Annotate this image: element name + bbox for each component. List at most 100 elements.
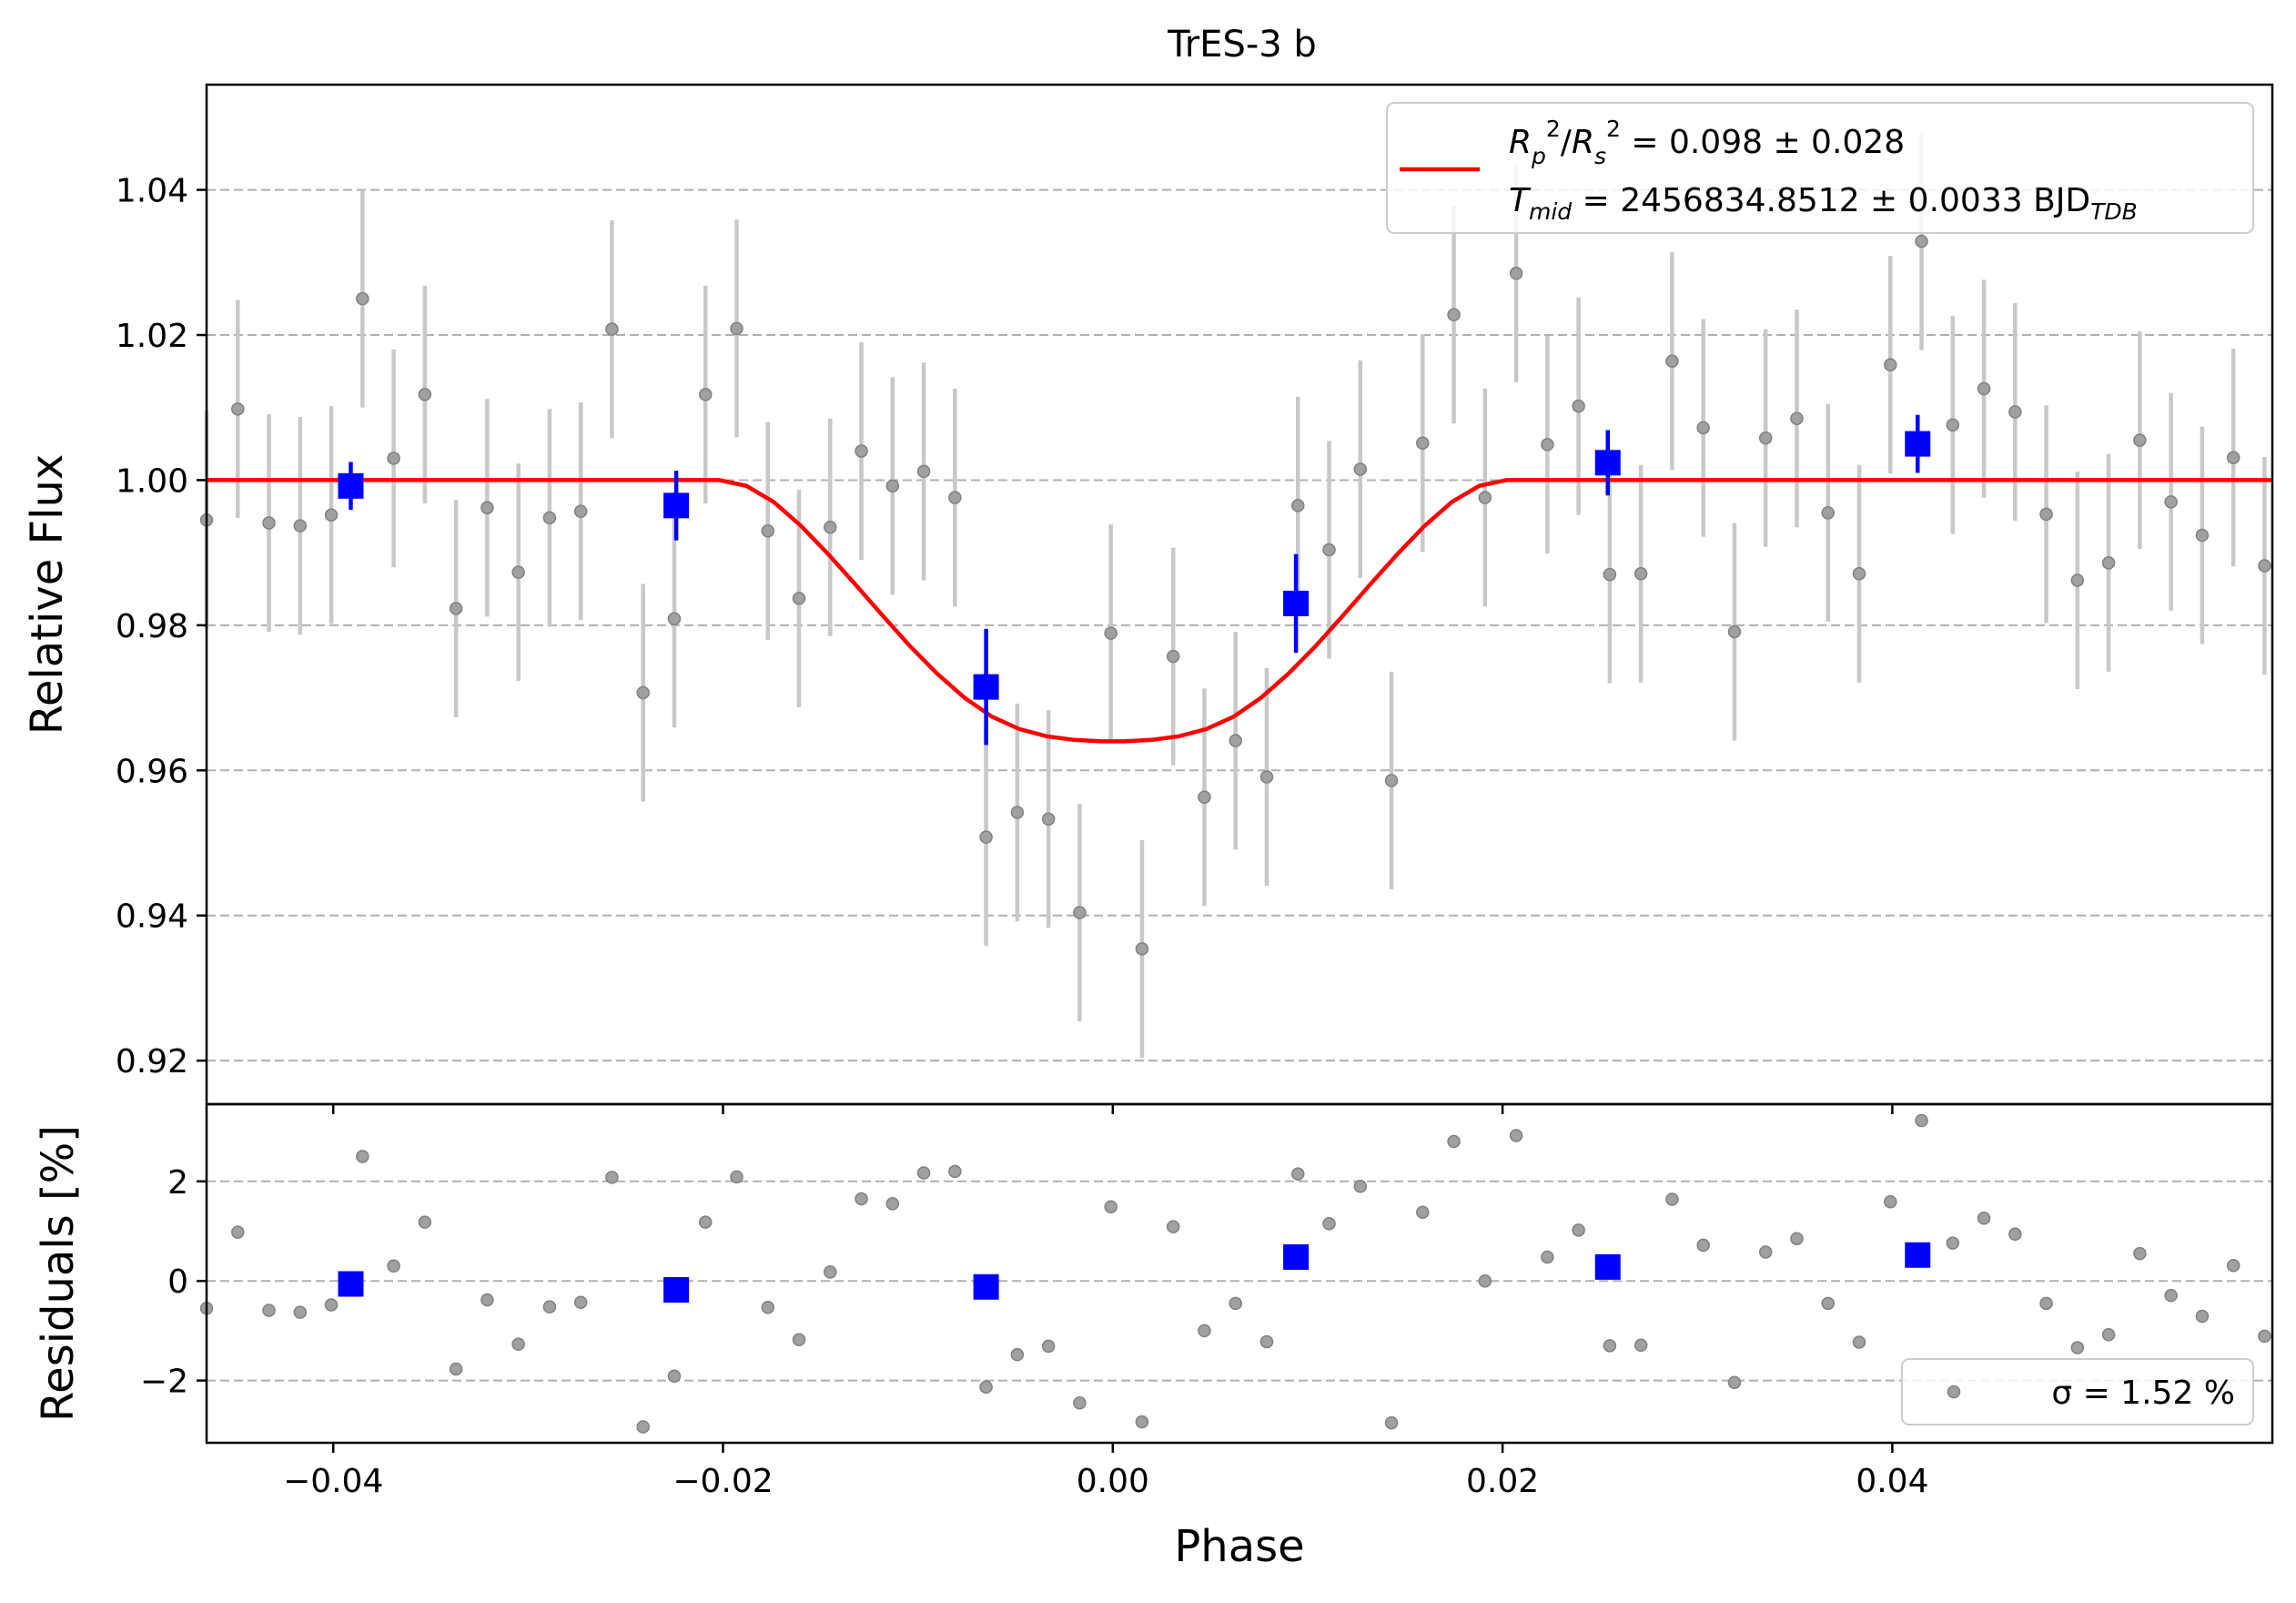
- residual-data-point: [1977, 1212, 1991, 1225]
- residual-binned-point: [1905, 1242, 1931, 1268]
- main-data-point: [916, 464, 931, 479]
- main-y-tick-label: 1.00: [116, 462, 188, 500]
- residual-data-point: [1135, 1415, 1149, 1429]
- main-data-point: [262, 516, 276, 530]
- main-y-tick-label: 1.04: [116, 173, 188, 210]
- residual-data-point: [1915, 1113, 1928, 1128]
- x-tick-label: −0.02: [673, 1463, 773, 1500]
- residual-binned-point: [1594, 1253, 1621, 1280]
- residual-data-point: [2226, 1258, 2240, 1273]
- main-data-point: [1790, 411, 1804, 425]
- main-data-point: [1041, 812, 1056, 826]
- main-data-point: [480, 501, 494, 514]
- x-tick-label: −0.04: [283, 1463, 383, 1500]
- main-data-point: [855, 444, 868, 458]
- main-data-point: [418, 388, 432, 401]
- residual-data-point: [730, 1170, 743, 1184]
- main-data-point: [1353, 462, 1368, 476]
- residual-data-point: [1166, 1220, 1180, 1233]
- main-y-ticks: 0.92 0.94 0.96 0.98 1.00 1.02 1.04: [116, 173, 207, 1081]
- main-data-point: [1977, 381, 1991, 396]
- residual-data-point: [480, 1293, 494, 1307]
- residual-data-point: [324, 1298, 339, 1312]
- main-data-point: [1384, 774, 1399, 787]
- main-data-point: [1696, 421, 1710, 435]
- main-data-points: [199, 234, 2271, 956]
- residual-data-point: [449, 1362, 463, 1376]
- residual-data-point: [761, 1300, 775, 1314]
- residual-data-point: [511, 1337, 525, 1351]
- residual-data-point: [1541, 1250, 1554, 1264]
- main-panel: 0.92 0.94 0.96 0.98 1.00 1.02 1.04 Relative Fl…: [22, 83, 2274, 1114]
- residual-data-point: [2164, 1288, 2178, 1303]
- main-data-point: [1290, 499, 1305, 512]
- main-legend-box: [1386, 102, 2254, 234]
- main-data-point: [1322, 543, 1336, 557]
- main-data-point: [1603, 567, 1617, 582]
- residual-legend: σ = 1.52 %: [1901, 1358, 2254, 1425]
- residual-data-point: [1447, 1134, 1461, 1149]
- main-data-point: [1852, 567, 1866, 581]
- main-data-point: [1073, 906, 1087, 919]
- residual-data-point: [1290, 1167, 1305, 1181]
- main-binned-point: [1594, 450, 1621, 476]
- main-data-point: [2195, 528, 2210, 543]
- residual-data-point: [698, 1215, 713, 1229]
- residual-data-point: [2258, 1329, 2271, 1344]
- residual-data-point: [2070, 1341, 2085, 1354]
- main-data-point: [1259, 770, 1274, 784]
- main-binned-point: [338, 472, 364, 499]
- residual-data-point: [1104, 1200, 1118, 1213]
- main-data-point: [2226, 451, 2240, 464]
- residual-y-ticks: −2 0 2: [140, 1164, 207, 1401]
- main-data-point: [2039, 507, 2053, 522]
- residual-data-point: [418, 1215, 432, 1229]
- residual-binned-point: [1283, 1243, 1310, 1270]
- residual-data-point: [792, 1333, 806, 1347]
- residual-data-point: [979, 1380, 993, 1394]
- main-data-point: [761, 523, 775, 538]
- main-data-point: [449, 602, 463, 615]
- residual-x-ticks: −0.04 −0.02 0.00 0.02 0.04: [283, 1443, 1928, 1500]
- main-data-point: [1821, 506, 1835, 520]
- x-axis-label: Phase: [1174, 1521, 1304, 1572]
- main-data-point: [387, 451, 400, 465]
- residual-data-point: [948, 1164, 962, 1179]
- main-data-point: [2133, 433, 2147, 447]
- main-data-point: [636, 685, 650, 700]
- x-tick-label: 0.04: [1856, 1463, 1928, 1500]
- main-data-point: [1509, 267, 1523, 280]
- x-tick-label: 0.00: [1077, 1463, 1149, 1500]
- residual-binned-points: [338, 1242, 1931, 1304]
- main-data-point: [1946, 418, 1960, 432]
- main-data-point: [824, 521, 837, 534]
- main-binned-point: [973, 674, 999, 700]
- residual-data-point: [1821, 1296, 1835, 1311]
- main-data-point: [293, 519, 308, 533]
- residual-data-point: [855, 1192, 868, 1206]
- residual-legend-box: [1901, 1358, 2254, 1425]
- residual-binned-point: [973, 1273, 999, 1300]
- residual-y-axis-label: Residuals [%]: [33, 1125, 84, 1422]
- main-y-tick-label: 1.02: [116, 318, 188, 355]
- residuals-panel: −2 0 2 −0.04 −0.02 0.00 0.02 0.04 Residuals [%…: [33, 1102, 2274, 1572]
- main-data-point: [1198, 790, 1211, 805]
- main-y-axis-label: Relative Flux: [22, 454, 73, 736]
- residual-data-point: [573, 1295, 588, 1309]
- residual-data-point: [387, 1259, 400, 1273]
- main-data-point: [2164, 495, 2178, 509]
- main-data-point: [2008, 405, 2022, 419]
- main-data-point: [948, 491, 962, 504]
- residual-data-point: [1509, 1129, 1523, 1142]
- main-data-point: [324, 508, 339, 522]
- main-data-point: [2258, 559, 2271, 573]
- residual-data-point: [824, 1265, 837, 1279]
- main-data-point: [1478, 491, 1492, 504]
- residual-binned-point: [338, 1271, 364, 1297]
- residual-data-point: [885, 1197, 900, 1211]
- main-data-point: [511, 565, 525, 579]
- main-data-point: [885, 479, 900, 493]
- residual-data-point: [1384, 1415, 1399, 1430]
